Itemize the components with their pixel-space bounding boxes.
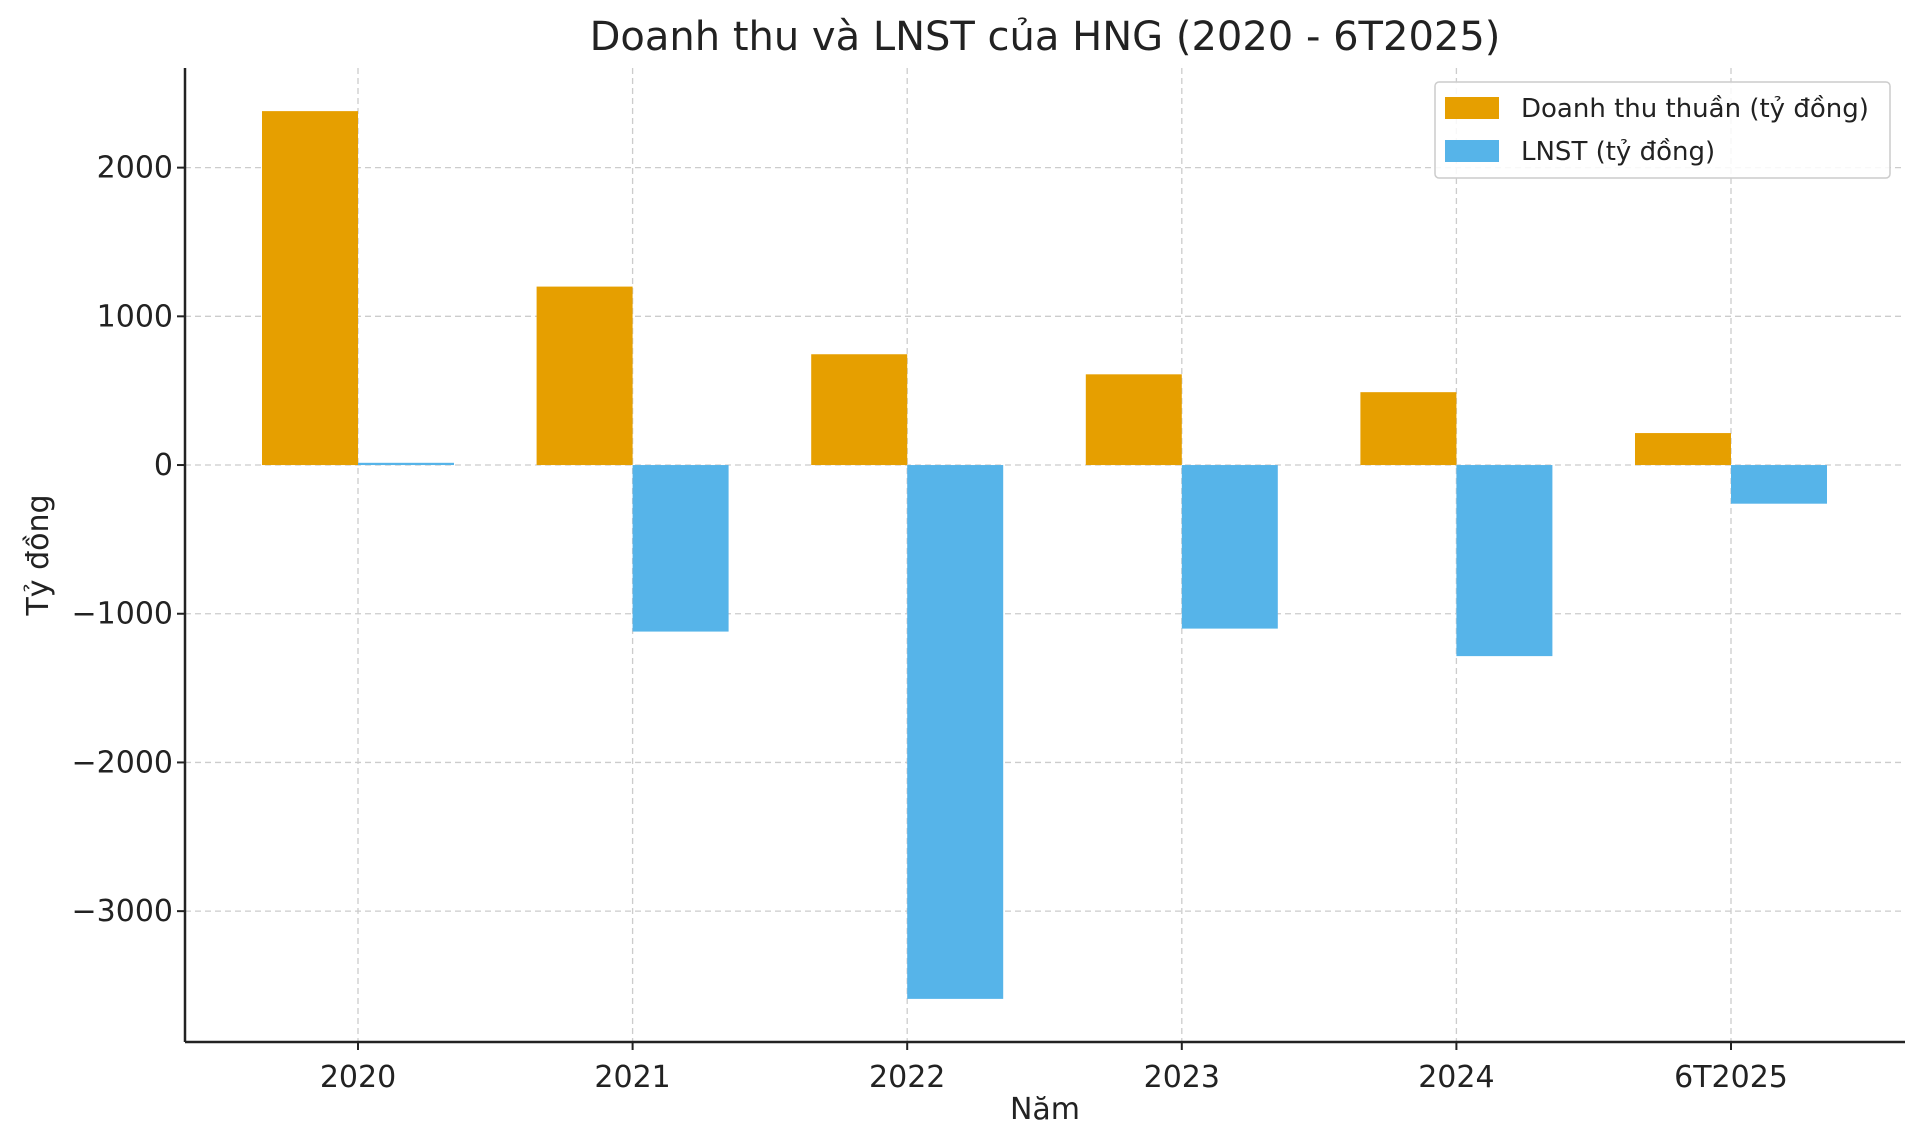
legend-label-revenue: Doanh thu thuần (tỷ đồng) xyxy=(1521,94,1869,124)
axes xyxy=(183,68,1905,1044)
y-tick-label: 0 xyxy=(154,448,173,483)
bar-revenue-2023 xyxy=(1085,374,1182,466)
bar-profit-2023 xyxy=(1181,465,1278,629)
chart-title: Doanh thu và LNST của HNG (2020 - 6T2025… xyxy=(590,14,1501,60)
bar-revenue-2021 xyxy=(536,286,633,466)
bar-profit-2021 xyxy=(632,465,729,632)
y-tick-label: −1000 xyxy=(72,597,173,632)
legend-box xyxy=(1434,81,1891,179)
y-ticks: −3000 −2000 −1000 0 1000 2000 xyxy=(72,151,185,929)
bar-revenue-2024 xyxy=(1360,392,1457,466)
y-tick-label: 1000 xyxy=(97,299,173,334)
x-axis-label: Năm xyxy=(1010,1092,1080,1127)
bar-revenue-2020 xyxy=(262,111,358,466)
x-ticks: 2020 2021 2022 2023 2024 6T2025 xyxy=(320,1042,1788,1095)
x-tick-label: 2022 xyxy=(869,1060,945,1095)
legend-swatch-profit xyxy=(1445,140,1499,162)
bar-profit-2024 xyxy=(1456,465,1553,657)
y-tick-label: 2000 xyxy=(97,151,173,186)
y-tick-label: −2000 xyxy=(72,745,173,780)
x-tick-label: 2023 xyxy=(1144,1060,1220,1095)
bar-revenue-6t2025 xyxy=(1635,433,1731,466)
bars xyxy=(262,111,1827,999)
y-tick-label: −3000 xyxy=(72,894,173,929)
bar-revenue-2022 xyxy=(811,354,908,466)
legend: Doanh thu thuần (tỷ đồng) LNST (tỷ đồng) xyxy=(1434,81,1891,179)
x-tick-label: 6T2025 xyxy=(1674,1060,1788,1095)
legend-label-profit: LNST (tỷ đồng) xyxy=(1521,137,1715,167)
bar-profit-2020 xyxy=(358,462,454,466)
x-tick-label: 2024 xyxy=(1418,1060,1494,1095)
bar-profit-6t2025 xyxy=(1731,465,1827,504)
x-tick-label: 2021 xyxy=(594,1060,670,1095)
bar-profit-2022 xyxy=(907,465,1004,999)
y-axis-label: Tỷ đồng xyxy=(21,494,56,616)
grid-lines xyxy=(185,68,1905,1042)
legend-swatch-revenue xyxy=(1445,97,1499,119)
x-tick-label: 2020 xyxy=(320,1060,396,1095)
